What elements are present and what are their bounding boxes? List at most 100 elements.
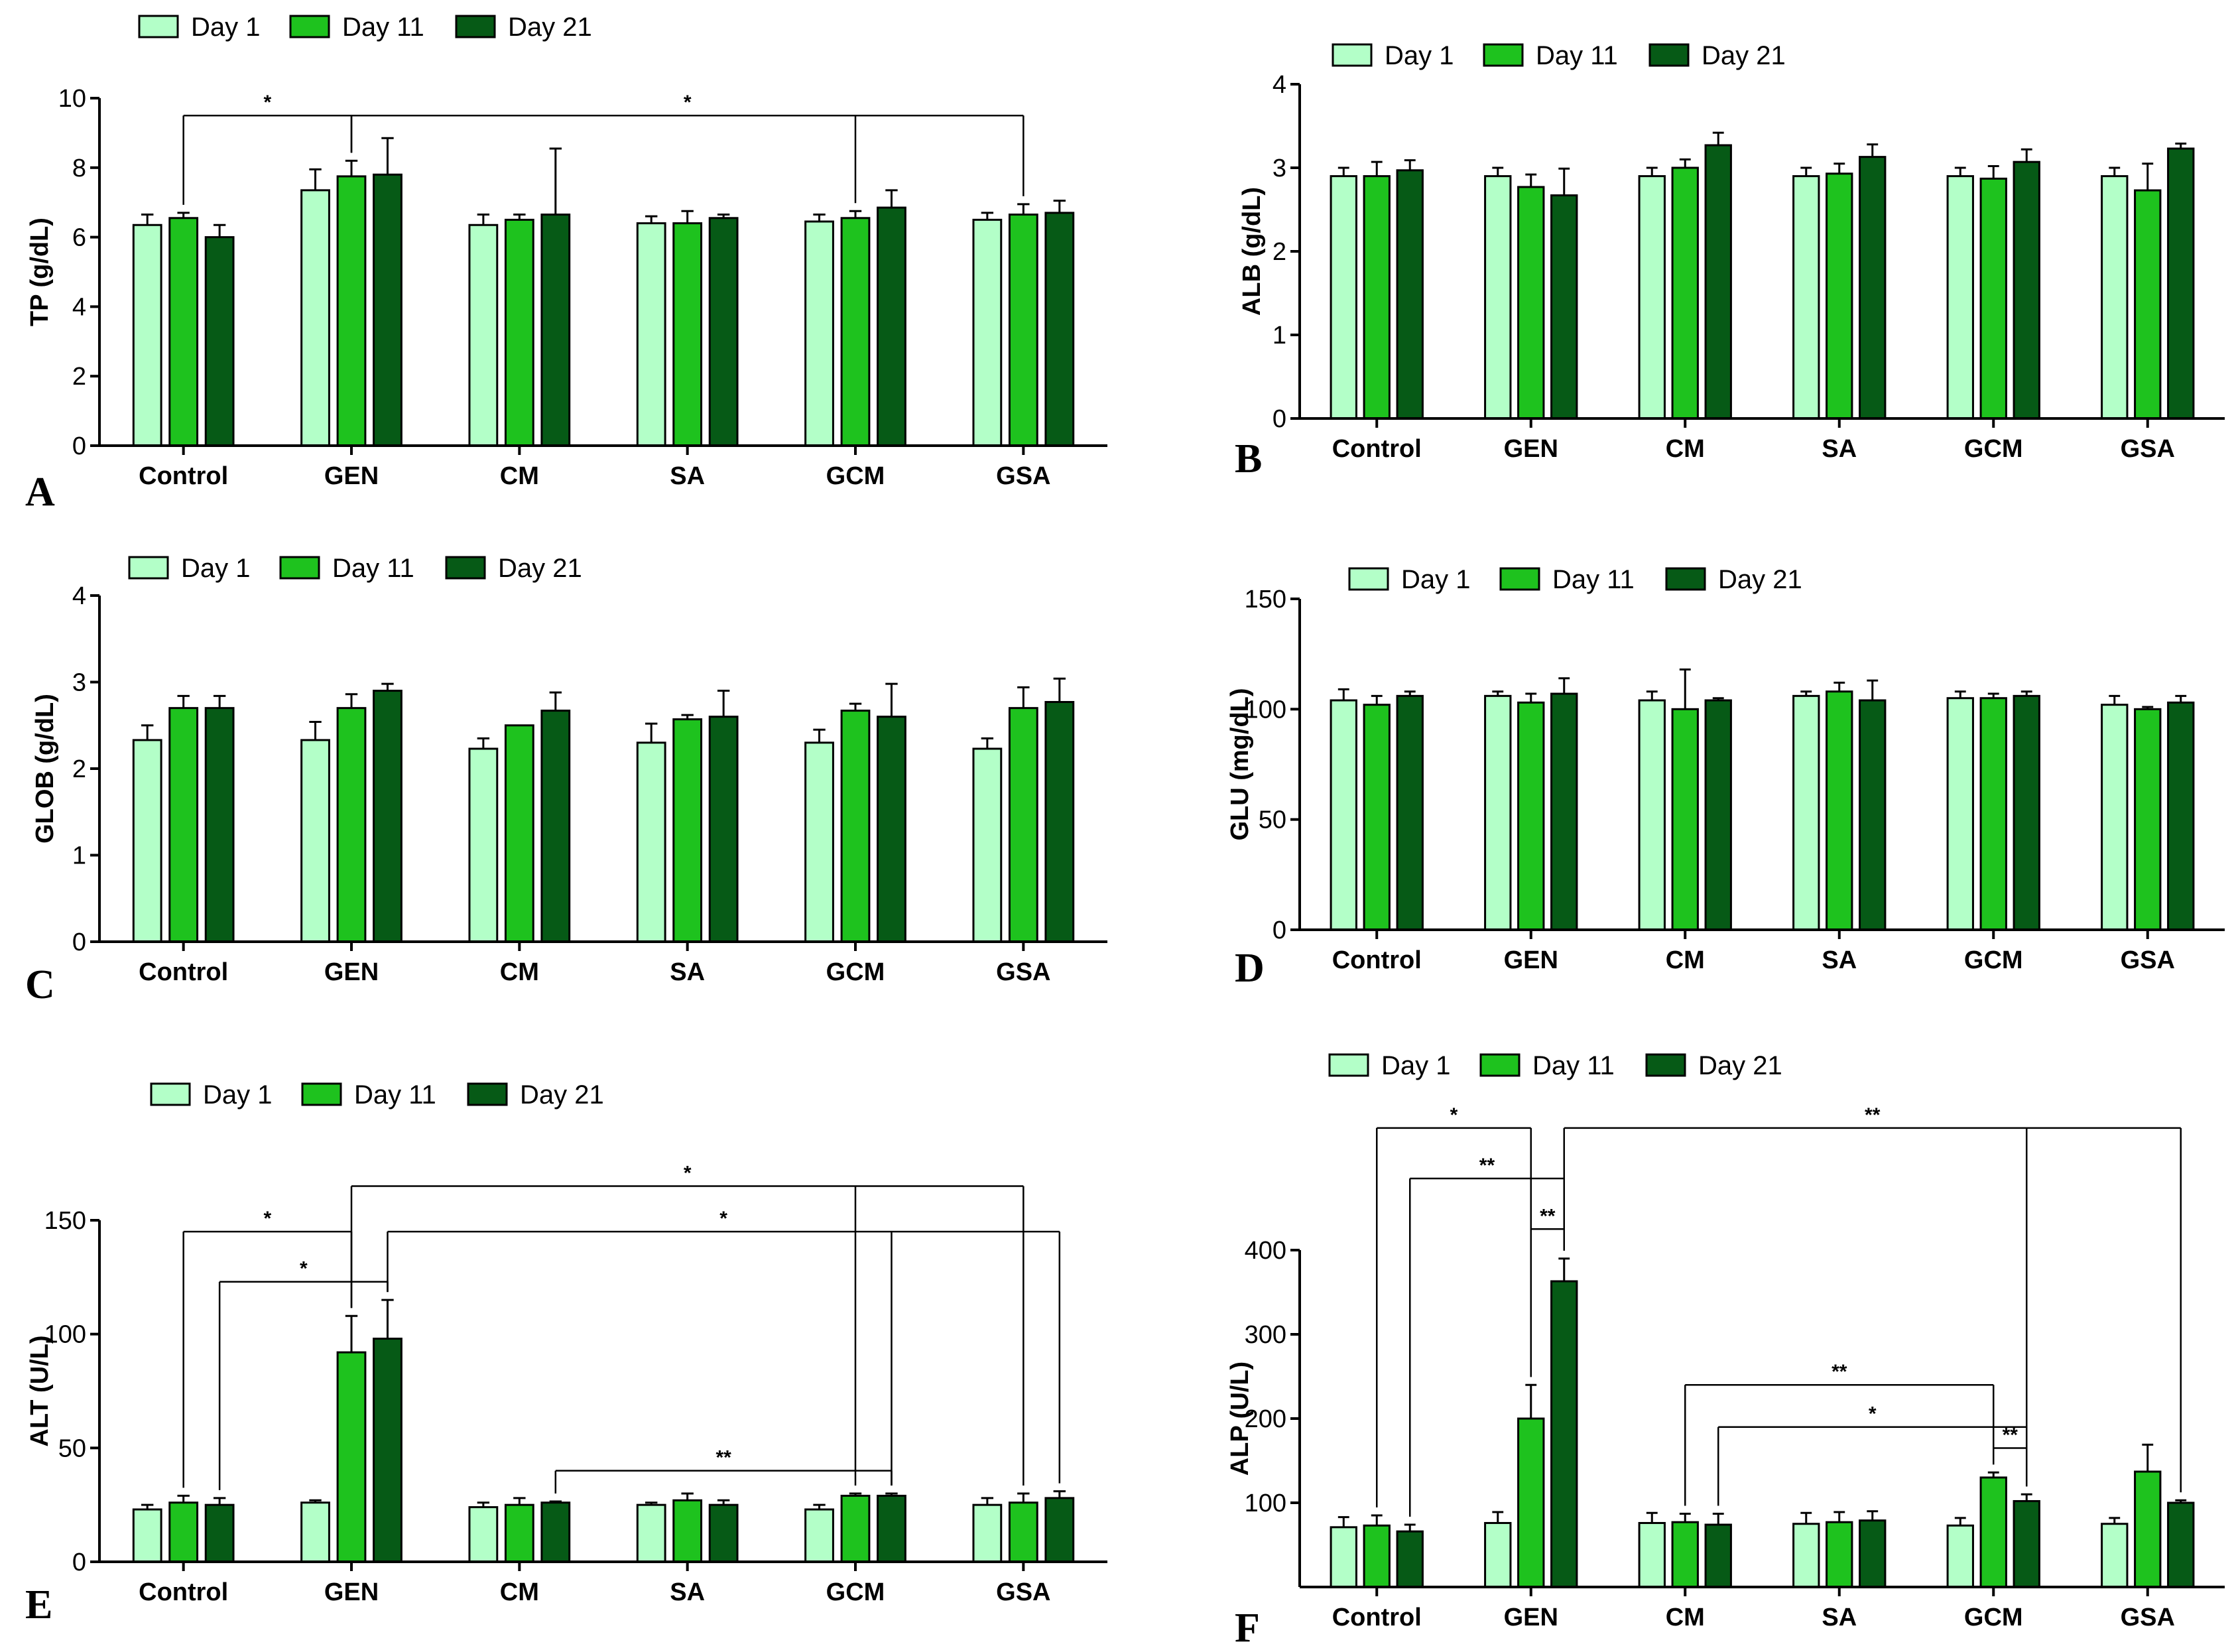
y-tick-label-B: 1 bbox=[1273, 322, 1286, 349]
y-axis-label-A: TP (g/dL) bbox=[26, 218, 54, 326]
y-axis-label-C: GLOB (g/dL) bbox=[31, 694, 59, 844]
bar-F-SA-day-11 bbox=[1826, 1521, 1853, 1588]
bar-A-SA-day-1 bbox=[636, 222, 666, 447]
bar-E-GSA-day-1 bbox=[972, 1503, 1003, 1563]
category-label-C-gsa: GSA bbox=[996, 958, 1050, 986]
bar-B-GEN-day-1 bbox=[1484, 175, 1512, 420]
category-label-C-gcm: GCM bbox=[826, 958, 885, 986]
bar-C-Control-day-11 bbox=[168, 707, 199, 943]
chart-panel-D: 0 50 100 150 Control GEN CM SA GCM GSA GLU (mg/dL)… bbox=[1226, 565, 2225, 991]
bar-F-GEN-day-21 bbox=[1550, 1280, 1578, 1588]
legend-swatch-D-0 bbox=[1348, 567, 1389, 591]
legend-label-E-2: Day 21 bbox=[520, 1080, 604, 1110]
legend-label-E-0: Day 1 bbox=[203, 1080, 273, 1110]
bar-A-GCM-day-11 bbox=[840, 217, 871, 447]
bar-D-GEN-day-21 bbox=[1550, 692, 1578, 931]
category-label-A-cm: CM bbox=[500, 462, 539, 490]
bar-F-GSA-day-1 bbox=[2101, 1523, 2129, 1588]
category-label-A-control: Control bbox=[139, 462, 228, 490]
bar-D-CM-day-21 bbox=[1704, 699, 1732, 931]
y-tick-label-F: 100 bbox=[1245, 1490, 1286, 1517]
category-label-C-cm: CM bbox=[500, 958, 539, 986]
bar-F-CM-day-11 bbox=[1671, 1521, 1699, 1588]
sig-label-F-1: ** bbox=[1865, 1104, 1881, 1126]
y-tick-label-E: 0 bbox=[72, 1549, 86, 1576]
category-label-B-sa: SA bbox=[1822, 435, 1857, 463]
sig-label-E-4: ** bbox=[715, 1447, 731, 1469]
legend-label-A-2: Day 21 bbox=[508, 13, 592, 42]
legend-swatch-A-1 bbox=[289, 15, 330, 38]
category-label-F-sa: SA bbox=[1822, 1604, 1857, 1631]
bar-E-GSA-day-21 bbox=[1044, 1497, 1075, 1563]
legend-label-C-1: Day 11 bbox=[332, 554, 414, 583]
bar-D-GEN-day-1 bbox=[1484, 694, 1512, 931]
legend-swatch-F-0 bbox=[1328, 1053, 1369, 1077]
y-tick-label-A: 6 bbox=[72, 224, 86, 252]
legend-label-C-0: Day 1 bbox=[181, 554, 251, 583]
legend-label-B-2: Day 21 bbox=[1702, 41, 1786, 70]
sig-label-F-4: ** bbox=[1832, 1361, 1847, 1383]
legend-swatch-B-1 bbox=[1483, 43, 1524, 67]
bar-A-GEN-day-11 bbox=[336, 175, 367, 447]
legend-swatch-A-2 bbox=[455, 15, 496, 38]
legend-swatch-F-1 bbox=[1479, 1053, 1521, 1077]
category-label-A-gcm: GCM bbox=[826, 462, 885, 490]
bar-A-GEN-day-21 bbox=[373, 173, 403, 447]
bar-E-SA-day-21 bbox=[708, 1503, 739, 1563]
bar-D-GSA-day-1 bbox=[2101, 704, 2129, 931]
bar-E-GEN-day-11 bbox=[336, 1351, 367, 1563]
bar-C-CM-day-1 bbox=[468, 747, 499, 943]
legend-label-F-1: Day 11 bbox=[1532, 1051, 1615, 1080]
bar-F-GCM-day-1 bbox=[1946, 1524, 1974, 1588]
bar-B-Control-day-21 bbox=[1396, 169, 1424, 420]
y-tick-label-F: 400 bbox=[1245, 1237, 1286, 1265]
legend-swatch-B-0 bbox=[1332, 43, 1373, 67]
bar-A-CM-day-11 bbox=[504, 218, 534, 447]
panel-letter-A: A bbox=[25, 470, 55, 515]
category-label-A-gsa: GSA bbox=[996, 462, 1050, 490]
bar-E-GCM-day-1 bbox=[804, 1508, 834, 1563]
bar-D-SA-day-1 bbox=[1792, 694, 1820, 931]
legend-label-C-2: Day 21 bbox=[498, 554, 582, 583]
chart-panel-F: 100 200 300 400 Control GEN CM SA GCM GSA ALP (U/L… bbox=[1226, 1051, 2225, 1651]
bar-F-SA-day-1 bbox=[1792, 1523, 1820, 1588]
category-label-A-sa: SA bbox=[670, 462, 705, 490]
y-tick-label-B: 0 bbox=[1273, 405, 1286, 433]
y-tick-label-D: 50 bbox=[1259, 806, 1286, 834]
y-tick-label-E: 100 bbox=[44, 1321, 86, 1349]
bar-D-Control-day-1 bbox=[1330, 699, 1357, 931]
bar-D-GCM-day-11 bbox=[1979, 697, 2007, 931]
sig-label-A-1: * bbox=[684, 92, 692, 113]
sig-label-E-2: * bbox=[719, 1208, 727, 1230]
bar-B-GCM-day-1 bbox=[1946, 175, 1974, 420]
y-tick-label-E: 150 bbox=[44, 1207, 86, 1235]
legend-swatch-C-1 bbox=[279, 556, 320, 580]
bar-B-SA-day-11 bbox=[1826, 172, 1853, 420]
bar-D-SA-day-21 bbox=[1859, 699, 1887, 931]
bar-A-CM-day-1 bbox=[468, 223, 499, 447]
category-label-E-control: Control bbox=[139, 1578, 228, 1606]
category-label-D-gen: GEN bbox=[1504, 946, 1558, 974]
bar-C-GCM-day-21 bbox=[877, 716, 906, 943]
category-label-B-control: Control bbox=[1332, 435, 1422, 463]
y-tick-label-E: 50 bbox=[58, 1434, 86, 1462]
sig-label-F-2: ** bbox=[1479, 1155, 1495, 1176]
y-tick-label-A: 8 bbox=[72, 155, 86, 182]
bar-E-Control-day-1 bbox=[132, 1508, 162, 1563]
chart-panel-E: 0 50 100 150 Control GEN CM SA GCM GSA ALT (U/L) E D… bbox=[25, 1080, 1107, 1627]
y-tick-label-C: 4 bbox=[72, 582, 86, 610]
bar-C-SA-day-1 bbox=[636, 741, 666, 943]
bar-E-GCM-day-11 bbox=[840, 1494, 871, 1563]
legend-label-D-1: Day 11 bbox=[1552, 565, 1635, 594]
bar-A-SA-day-21 bbox=[708, 217, 739, 447]
bar-E-Control-day-11 bbox=[168, 1501, 199, 1563]
y-tick-label-D: 0 bbox=[1273, 917, 1286, 944]
legend-swatch-E-1 bbox=[301, 1082, 342, 1106]
bar-A-GSA-day-11 bbox=[1008, 214, 1038, 447]
bar-D-GEN-day-11 bbox=[1517, 701, 1545, 931]
bar-E-GEN-day-1 bbox=[300, 1501, 330, 1563]
bar-C-GSA-day-11 bbox=[1008, 707, 1038, 943]
bar-E-CM-day-1 bbox=[468, 1506, 499, 1563]
legend-label-D-0: Day 1 bbox=[1401, 565, 1471, 594]
legend-swatch-E-2 bbox=[467, 1082, 508, 1106]
